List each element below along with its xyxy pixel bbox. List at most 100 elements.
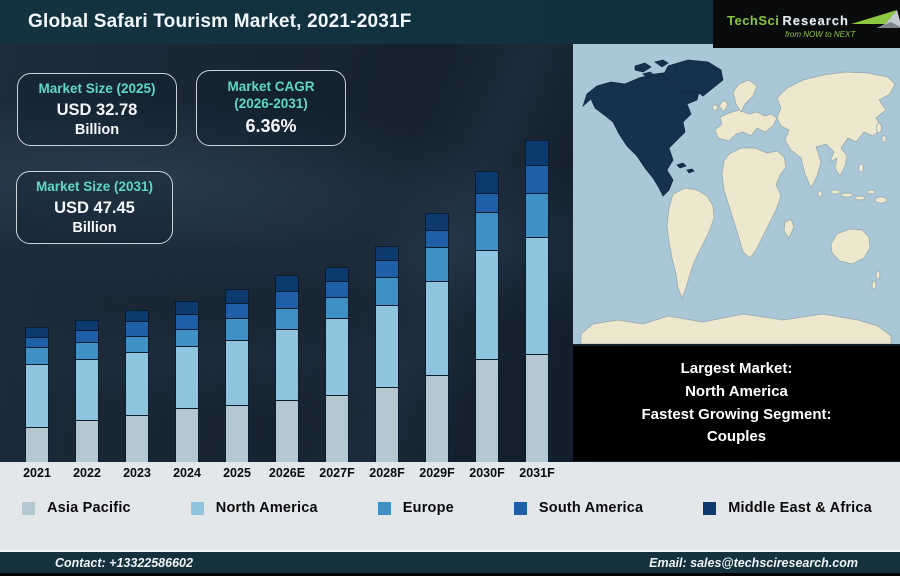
axis-label: 2029F bbox=[419, 466, 455, 480]
axis-label: 2025 bbox=[223, 466, 251, 480]
page-title: Global Safari Tourism Market, 2021-2031F bbox=[28, 11, 412, 32]
legend-swatch-icon bbox=[190, 501, 204, 515]
stat-value: USD 47.45 bbox=[54, 198, 135, 217]
bar-segment bbox=[425, 230, 449, 247]
legend-label: South America bbox=[538, 500, 644, 516]
legend-item: South America bbox=[513, 500, 644, 516]
bar-segment bbox=[75, 359, 99, 420]
bar-segment bbox=[475, 250, 499, 359]
legend-label: Middle East & Africa bbox=[728, 500, 872, 516]
bar-segment bbox=[225, 289, 249, 303]
bar-segment bbox=[225, 340, 249, 405]
world-map-svg bbox=[573, 44, 900, 344]
bar-segment bbox=[75, 330, 99, 342]
bar-segment bbox=[275, 308, 299, 329]
bar-segment bbox=[375, 277, 399, 305]
bar-segment bbox=[475, 212, 499, 250]
stat-unit: Billion bbox=[72, 219, 117, 236]
axis-label: 2026E bbox=[268, 466, 306, 480]
legend-label: North America bbox=[215, 500, 318, 516]
logo-brand-primary: TechSci bbox=[727, 12, 780, 28]
bar-segment bbox=[75, 342, 99, 359]
bar-segment bbox=[275, 400, 299, 462]
bar-segment bbox=[25, 337, 49, 347]
techsci-logo: TechSci Research from NOW to NEXT bbox=[713, 0, 900, 48]
stat-value: USD 32.78 bbox=[56, 100, 138, 119]
bar-segment bbox=[525, 140, 549, 165]
highlight-largest-market-value: North America bbox=[685, 382, 788, 400]
legend-label: Europe bbox=[402, 500, 454, 516]
bar-2024 bbox=[175, 301, 199, 462]
bar-segment bbox=[475, 359, 499, 462]
stat-box-market-size-2031: Market Size (2031) USD 47.45 Billion bbox=[16, 171, 173, 244]
bar-segment bbox=[175, 301, 199, 314]
stat-label: Market CAGR bbox=[227, 79, 315, 95]
highlight-fastest-segment-label: Fastest Growing Segment: bbox=[641, 405, 832, 423]
bar-segment bbox=[325, 395, 349, 462]
bar-segment bbox=[525, 165, 549, 193]
bar-segment bbox=[425, 281, 449, 375]
bar-2023 bbox=[125, 310, 149, 462]
bar-segment bbox=[425, 375, 449, 462]
bar-segment bbox=[25, 327, 49, 337]
highlight-fastest-segment-value: Couples bbox=[706, 428, 767, 446]
bar-segment bbox=[325, 267, 349, 281]
axis-label: 2028F bbox=[369, 466, 405, 480]
bar-segment bbox=[125, 321, 149, 336]
bar-segment bbox=[75, 320, 99, 330]
stat-unit: Billion bbox=[74, 121, 120, 138]
stat-box-market-size-2025: Market Size (2025) USD 32.78 Billion bbox=[17, 73, 177, 146]
bar-2022 bbox=[75, 320, 99, 462]
bar-2030F bbox=[475, 171, 499, 462]
legend-swatch-icon bbox=[513, 501, 527, 515]
bar-segment bbox=[325, 318, 349, 395]
bar-2026E bbox=[275, 275, 299, 462]
bar-2029F bbox=[425, 213, 449, 462]
logo-row: TechSci Research bbox=[727, 9, 900, 31]
bar-segment bbox=[275, 275, 299, 291]
footer-email: Email: sales@techsciresearch.com bbox=[649, 555, 858, 570]
legend-item: Asia Pacific bbox=[22, 500, 131, 516]
bar-segment bbox=[525, 354, 549, 462]
stat-label: Market Size (2025) bbox=[38, 81, 156, 97]
legend-swatch-icon bbox=[377, 501, 391, 515]
bar-segment bbox=[25, 347, 49, 364]
bar-segment bbox=[175, 346, 199, 408]
bar-segment bbox=[175, 408, 199, 462]
bar-segment bbox=[125, 415, 149, 462]
legend-item: Middle East & Africa bbox=[703, 500, 872, 516]
map-north-america-highlight bbox=[582, 59, 724, 197]
highlight-box: Largest Market: North America Fastest Gr… bbox=[573, 346, 900, 461]
bar-segment bbox=[375, 260, 399, 277]
bar-segment bbox=[475, 171, 499, 193]
bar-2021 bbox=[25, 327, 49, 462]
bar-segment bbox=[225, 303, 249, 318]
bar-segment bbox=[425, 213, 449, 230]
bar-2028F bbox=[375, 246, 399, 462]
stat-box-market-cagr: Market CAGR (2026-2031) 6.36% bbox=[196, 70, 346, 146]
stat-value: 6.36% bbox=[245, 115, 297, 136]
axis-labels: 2021 2022 2023 2024 2025 2026E 2027F 2028F 2029F… bbox=[0, 462, 900, 484]
bar-segment bbox=[25, 364, 49, 427]
bottom-strip: 2021 2022 2023 2024 2025 2026E 2027F 2028F 2029F… bbox=[0, 462, 900, 550]
bar-segment bbox=[125, 310, 149, 321]
bar-segment bbox=[25, 427, 49, 462]
stat-label-line2: (2026-2031) bbox=[234, 96, 308, 111]
axis-label: 2022 bbox=[73, 466, 101, 480]
bar-segment bbox=[525, 193, 549, 237]
bar-2027F bbox=[325, 267, 349, 462]
bar-segment bbox=[375, 305, 399, 387]
axis-label: 2024 bbox=[173, 466, 201, 480]
footer-contact: Contact: +13322586602 bbox=[55, 555, 193, 570]
logo-brand-secondary: Research bbox=[782, 12, 849, 28]
stat-label: Market Size (2031) bbox=[35, 179, 154, 195]
axis-label: 2021 bbox=[23, 466, 51, 480]
axis-label: 2023 bbox=[123, 466, 151, 480]
axis-label: 2030F bbox=[469, 466, 505, 480]
bar-segment bbox=[125, 352, 149, 415]
bar-segment bbox=[475, 193, 499, 212]
footer-bar: Contact: +13322586602 Email: sales@techs… bbox=[0, 550, 900, 576]
bar-segment bbox=[425, 247, 449, 281]
bar-segment bbox=[175, 314, 199, 329]
bar-segment bbox=[275, 329, 299, 400]
